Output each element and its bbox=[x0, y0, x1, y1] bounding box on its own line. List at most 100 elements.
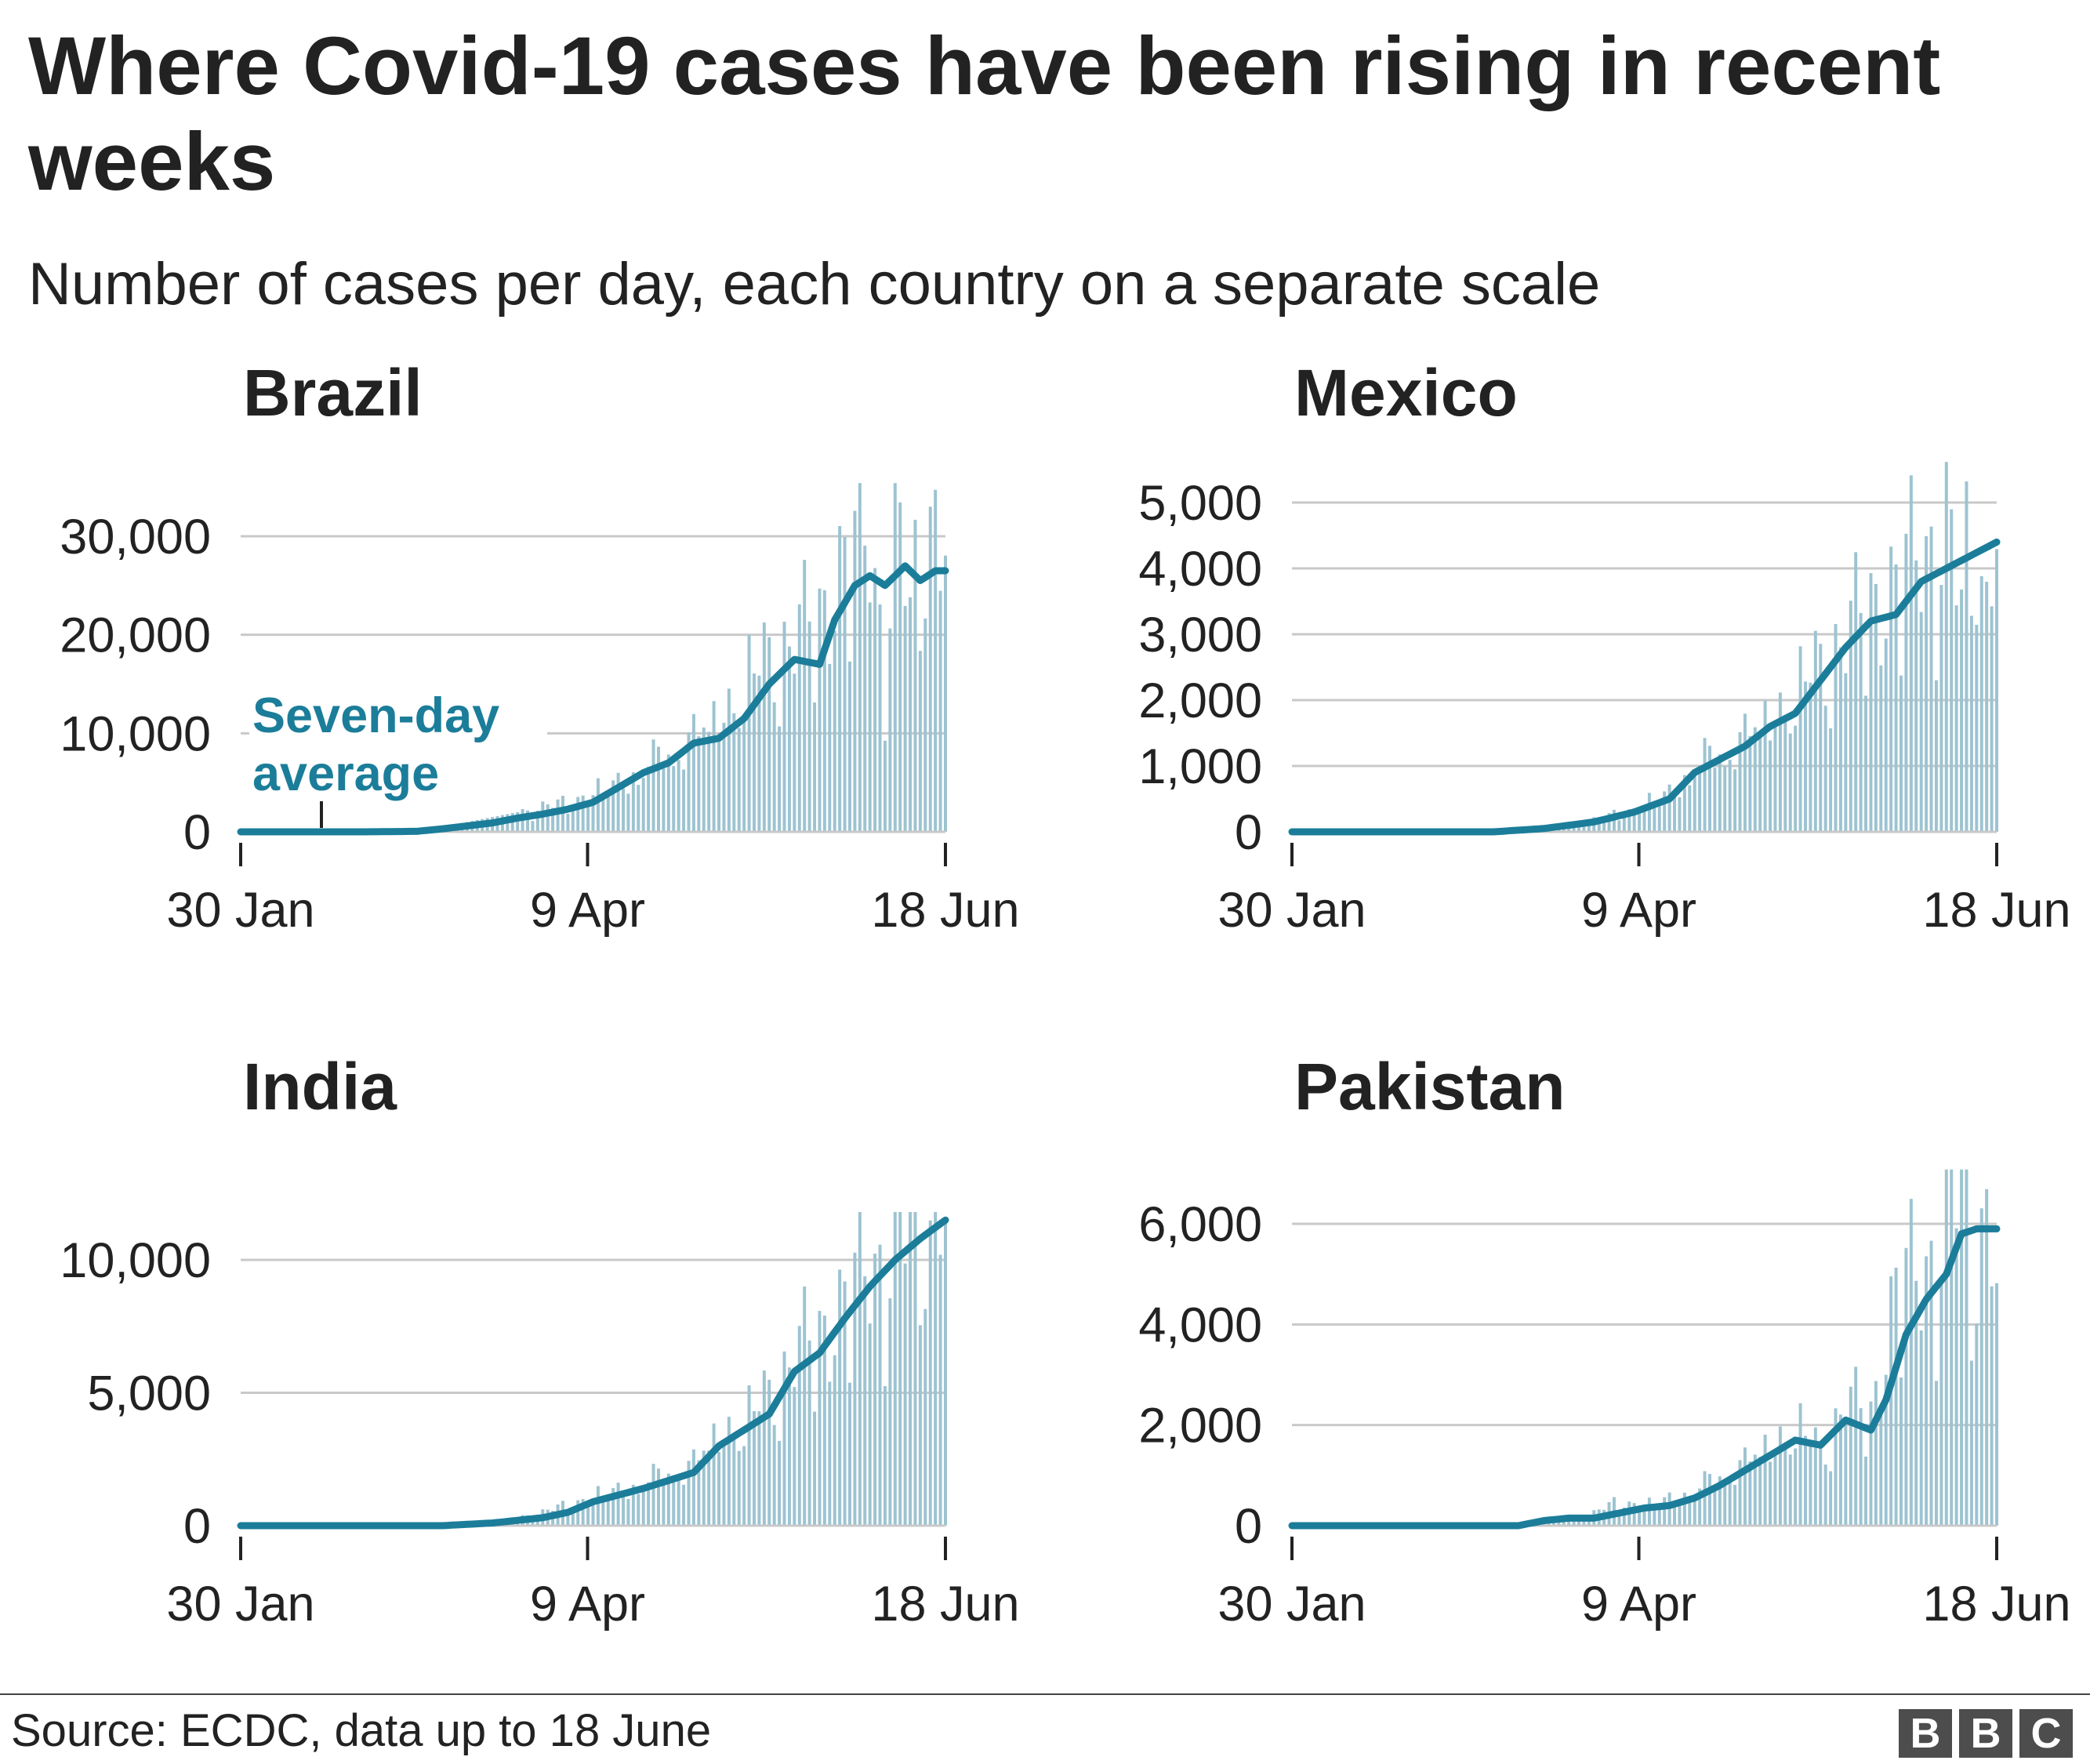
daily-bar bbox=[934, 489, 938, 832]
daily-bar bbox=[893, 1211, 897, 1526]
bbc-logo-letter: C bbox=[2019, 1709, 2073, 1758]
daily-bar bbox=[863, 1276, 867, 1526]
daily-bar bbox=[888, 1298, 892, 1526]
daily-bar bbox=[682, 769, 686, 832]
daily-bar bbox=[1965, 481, 1968, 832]
daily-bar bbox=[1794, 1448, 1798, 1526]
daily-bar bbox=[1653, 805, 1656, 832]
daily-bar bbox=[1823, 1465, 1827, 1526]
daily-bar bbox=[838, 525, 842, 832]
daily-bar bbox=[1990, 606, 1994, 832]
daily-bar bbox=[677, 1478, 680, 1526]
x-tick-label: 18 Jun bbox=[1922, 1577, 2070, 1632]
chart-title: Where Covid-19 cases have been rising in… bbox=[28, 20, 1941, 208]
daily-bar bbox=[626, 793, 630, 832]
y-tick-label: 5,000 bbox=[1138, 476, 1262, 531]
daily-bar bbox=[853, 510, 857, 832]
daily-bar bbox=[1849, 1386, 1852, 1526]
daily-bar bbox=[1944, 1169, 1948, 1526]
daily-bar bbox=[1869, 1401, 1873, 1526]
daily-bar bbox=[1944, 462, 1948, 832]
daily-bar bbox=[828, 1381, 832, 1526]
daily-bar bbox=[1859, 612, 1863, 832]
daily-bar bbox=[1914, 1280, 1918, 1526]
daily-bar bbox=[626, 1499, 630, 1526]
daily-bar bbox=[1743, 1447, 1747, 1526]
x-tick-label: 18 Jun bbox=[871, 1577, 1019, 1632]
daily-bar bbox=[631, 771, 635, 832]
daily-bar bbox=[1979, 575, 1983, 832]
daily-bar bbox=[1823, 706, 1827, 832]
daily-bar bbox=[1909, 1199, 1913, 1526]
daily-bar bbox=[1834, 1408, 1838, 1526]
daily-bar bbox=[1783, 717, 1787, 832]
daily-bar bbox=[1632, 808, 1636, 832]
daily-bar bbox=[878, 604, 882, 832]
daily-bar bbox=[1819, 1443, 1823, 1526]
daily-bar bbox=[1707, 1474, 1711, 1526]
daily-bar bbox=[803, 1287, 807, 1526]
daily-bar bbox=[1798, 1403, 1802, 1526]
daily-bar bbox=[938, 1254, 942, 1526]
daily-bar bbox=[1713, 1486, 1717, 1526]
daily-bar bbox=[1954, 605, 1958, 832]
daily-bar bbox=[818, 1311, 822, 1526]
daily-bar bbox=[1904, 1247, 1908, 1526]
daily-bar bbox=[1829, 1471, 1833, 1526]
daily-bar bbox=[1642, 805, 1646, 832]
daily-bar bbox=[767, 637, 771, 832]
daily-bar bbox=[712, 701, 716, 832]
daily-bar bbox=[909, 597, 913, 832]
daily-bar bbox=[1884, 1374, 1888, 1526]
daily-bar bbox=[1642, 1507, 1646, 1526]
daily-bar bbox=[858, 1211, 862, 1526]
daily-bar bbox=[622, 788, 626, 832]
x-tick-label: 9 Apr bbox=[1581, 883, 1696, 938]
daily-bar bbox=[853, 1252, 857, 1526]
daily-bar bbox=[581, 795, 585, 832]
daily-bar bbox=[596, 1486, 600, 1526]
daily-bar bbox=[843, 537, 847, 832]
daily-bar bbox=[707, 731, 711, 832]
daily-bar bbox=[762, 1370, 766, 1526]
daily-bar bbox=[938, 590, 942, 832]
daily-bar bbox=[1693, 776, 1696, 832]
daily-bar bbox=[1638, 812, 1642, 832]
daily-bar bbox=[909, 1211, 913, 1526]
daily-bar bbox=[576, 1500, 580, 1526]
daily-bar bbox=[1773, 724, 1777, 832]
daily-bar bbox=[752, 1411, 756, 1526]
daily-bar bbox=[722, 1439, 726, 1526]
daily-bar bbox=[697, 1460, 701, 1526]
annotation-text: average bbox=[252, 746, 439, 801]
daily-bar bbox=[1728, 760, 1732, 832]
daily-bar bbox=[737, 1450, 741, 1526]
daily-bar bbox=[1939, 1284, 1943, 1526]
y-tick-label: 30,000 bbox=[60, 510, 211, 564]
bbc-logo-letter: B bbox=[1959, 1709, 2012, 1758]
daily-bar bbox=[717, 740, 721, 832]
daily-bar bbox=[1763, 1434, 1767, 1526]
daily-bar bbox=[687, 1461, 691, 1526]
daily-bar bbox=[1758, 731, 1762, 832]
y-tick-label: 0 bbox=[1235, 805, 1262, 860]
daily-bar bbox=[1838, 1414, 1842, 1526]
footer-divider bbox=[0, 1693, 2090, 1695]
daily-bar bbox=[531, 1520, 535, 1526]
daily-bar bbox=[1678, 1504, 1682, 1526]
daily-bar bbox=[516, 811, 520, 832]
daily-bar bbox=[1707, 746, 1711, 832]
daily-bar bbox=[551, 808, 555, 832]
daily-bar bbox=[833, 1355, 836, 1526]
daily-bar bbox=[616, 1483, 620, 1526]
daily-bar bbox=[656, 746, 660, 832]
x-tick-label: 30 Jan bbox=[166, 1577, 314, 1632]
y-tick-label: 2,000 bbox=[1138, 673, 1262, 728]
x-tick-label: 30 Jan bbox=[166, 883, 314, 938]
daily-bar bbox=[662, 1483, 666, 1526]
daily-bar bbox=[843, 1281, 847, 1526]
daily-bar bbox=[566, 1512, 570, 1526]
daily-bar bbox=[1673, 794, 1677, 832]
daily-bar bbox=[1778, 1426, 1782, 1526]
daily-bar bbox=[1673, 1501, 1677, 1526]
